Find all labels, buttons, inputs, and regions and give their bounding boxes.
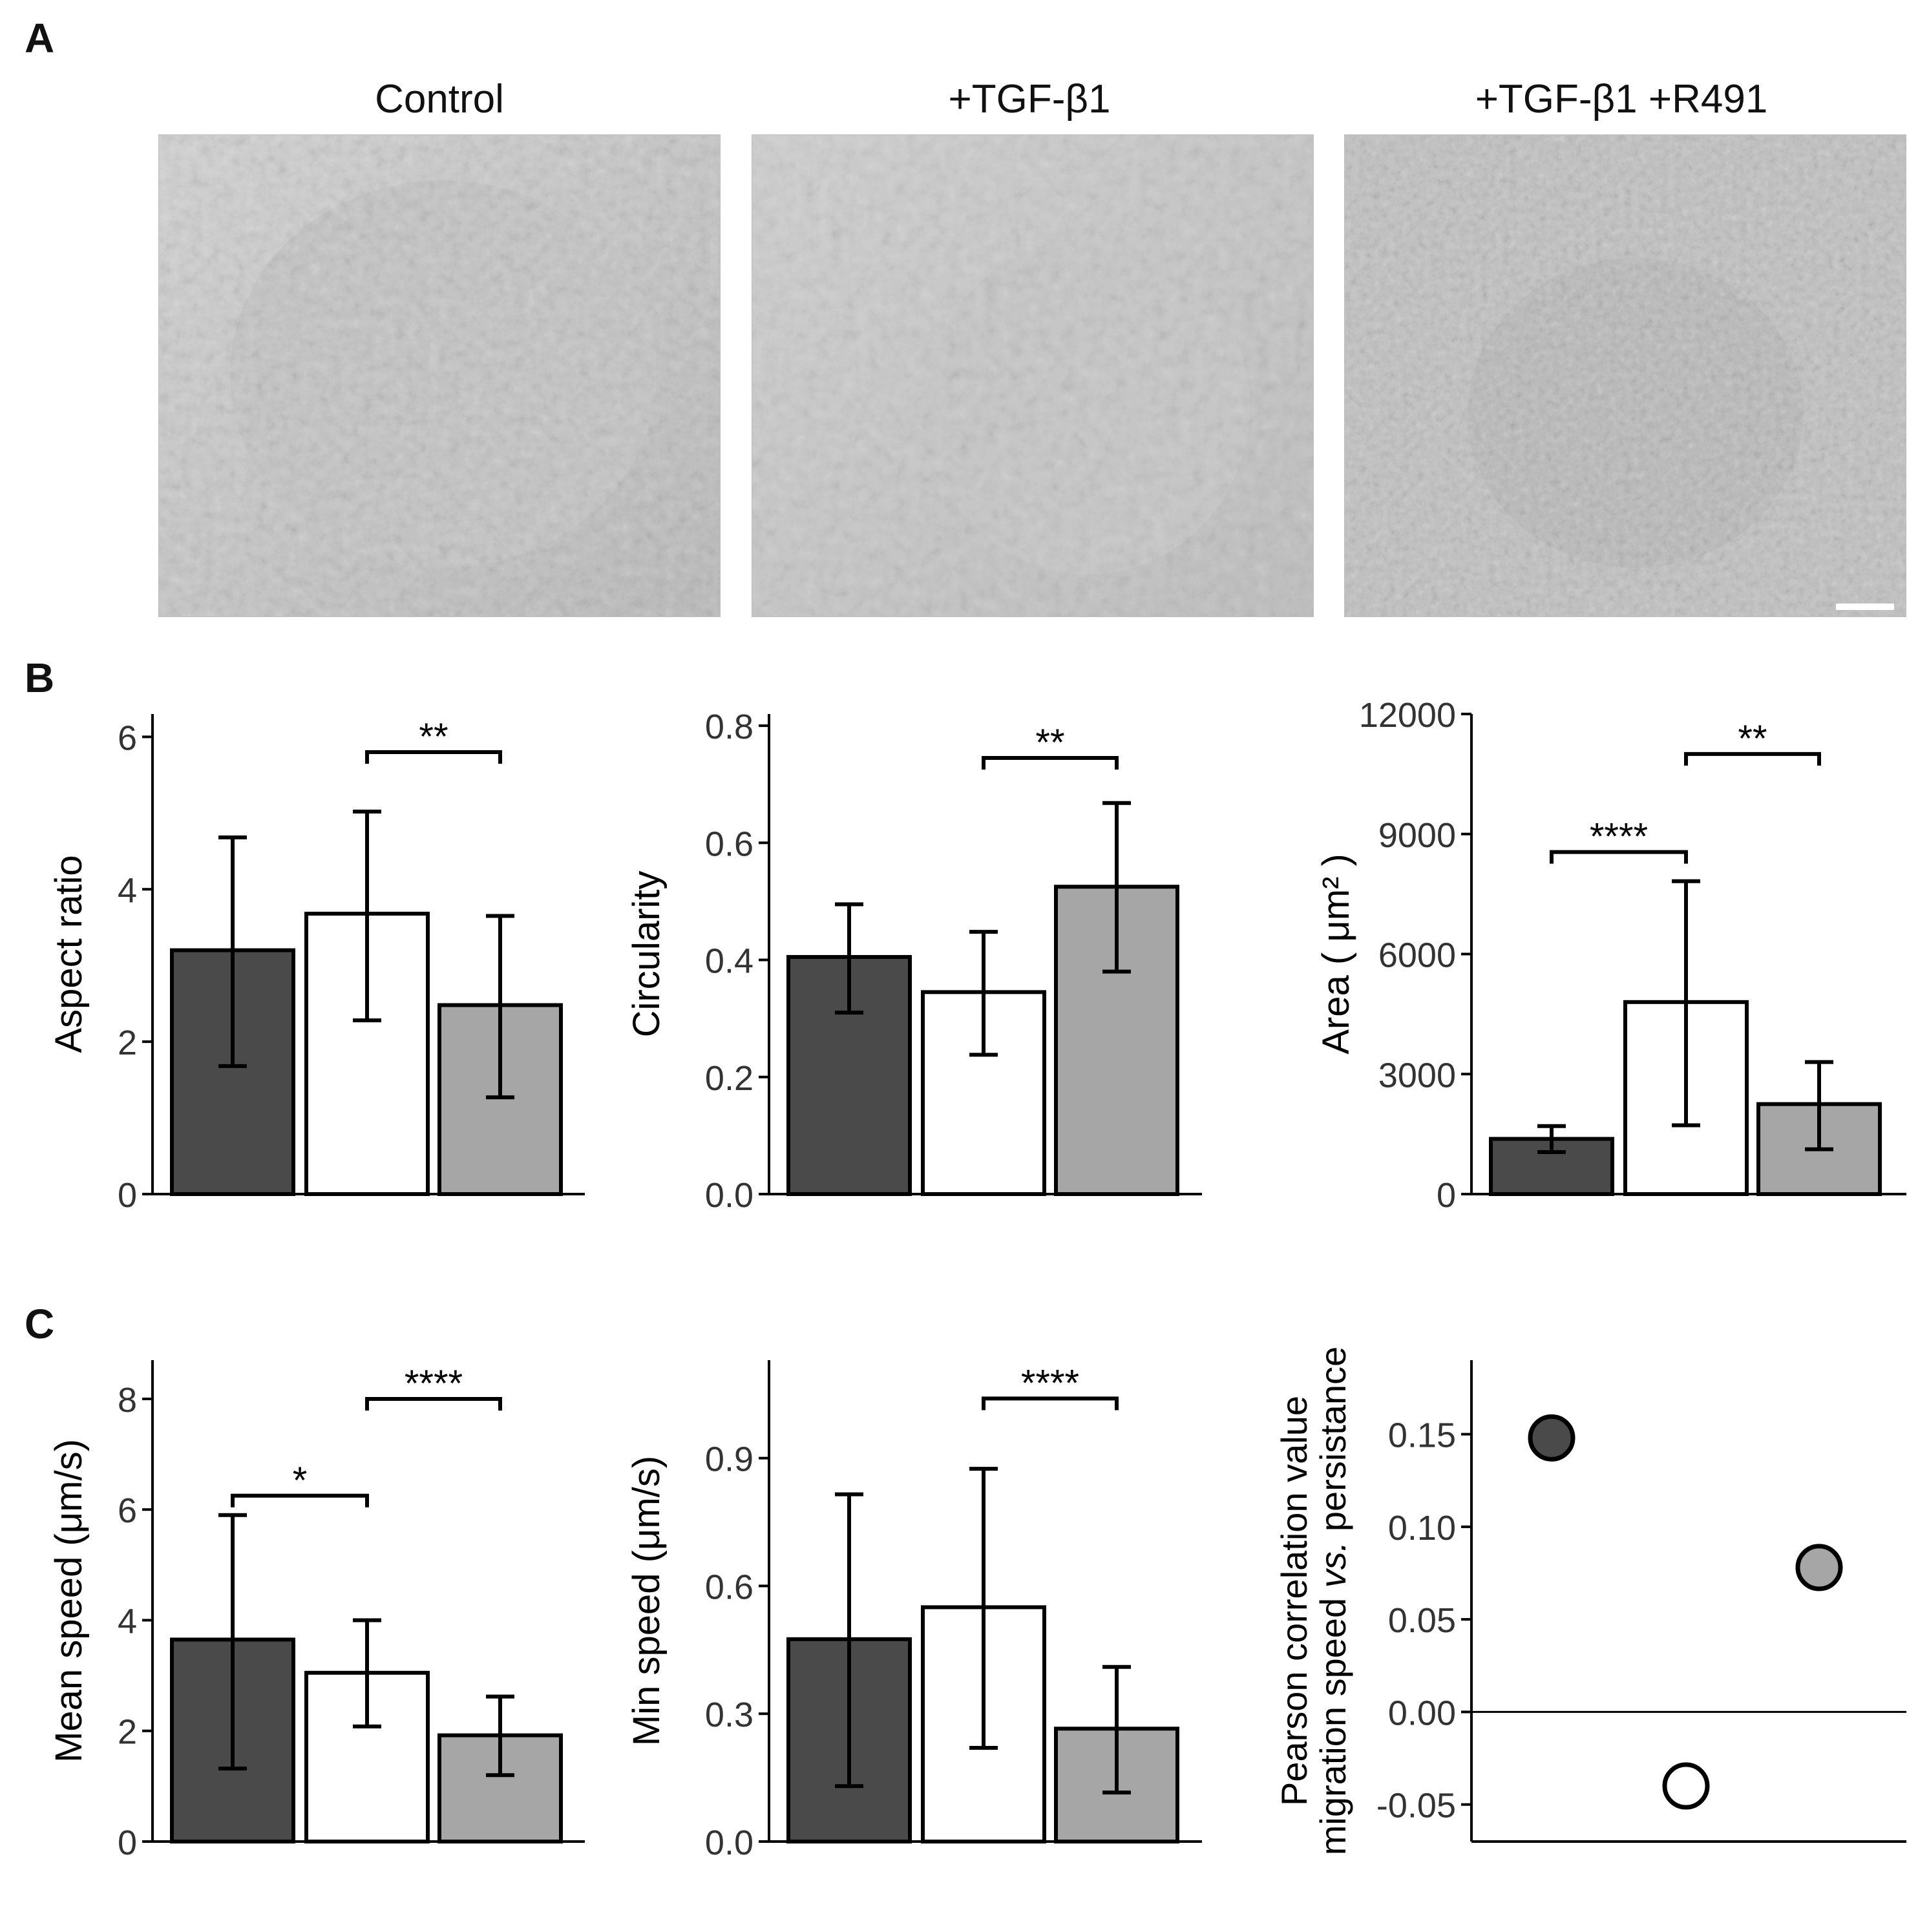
significance-bracket <box>365 1396 502 1411</box>
significance-bracket <box>1550 850 1688 864</box>
y-tick-label: 8 <box>118 1381 137 1420</box>
y-tick-label: 0.00 <box>1388 1694 1456 1732</box>
y-axis-label-line2: migration speed vs. persistance <box>1312 1347 1353 1856</box>
y-tick-label: 0.8 <box>705 708 754 746</box>
significance-bracket <box>1684 751 1821 766</box>
significance-bracket <box>982 755 1119 770</box>
y-tick-label: 6 <box>118 719 137 757</box>
significance-bracket <box>231 1493 369 1507</box>
y-axis-label: Min speed (μm/s) <box>626 1456 668 1746</box>
y-tick-label: 4 <box>118 1602 137 1641</box>
panel-label-a: A <box>25 15 55 61</box>
significance-label: ** <box>1035 722 1064 764</box>
y-tick-label: 6 <box>118 1491 137 1530</box>
chart-2: 0.0 0.2 0.4 0.6 0.8 Circularity ** <box>626 708 1202 1215</box>
point-1 <box>1528 1414 1576 1462</box>
point-3 <box>1795 1544 1843 1591</box>
image-title-tgf-r491: +TGF-β1 +R491 <box>1475 77 1768 121</box>
y-tick-label: 2 <box>118 1713 137 1752</box>
y-tick-label: 4 <box>118 871 137 910</box>
significance-bracket <box>982 1396 1119 1411</box>
image-title-tgf: +TGF-β1 <box>948 77 1111 121</box>
y-tick-label: 0.9 <box>705 1440 754 1479</box>
y-axis-label: Aspect ratio <box>48 855 90 1053</box>
y-tick-label: -0.05 <box>1376 1787 1456 1825</box>
significance-label: ** <box>1738 718 1767 760</box>
y-axis-label-line1: Pearson correlation value <box>1274 1396 1314 1806</box>
y-tick-label: 0.15 <box>1388 1416 1456 1455</box>
micrograph-tgf-r491 <box>1344 134 1906 617</box>
significance-label: * <box>293 1460 308 1502</box>
y-axis-label: Circularity <box>626 871 668 1038</box>
y-tick-label: 12000 <box>1359 696 1456 735</box>
y-tick-label: 0.2 <box>705 1059 754 1098</box>
y-tick-label: 0.10 <box>1388 1509 1456 1548</box>
significance-bracket <box>365 750 502 764</box>
y-axis-label: Area ( μm² ) <box>1315 854 1357 1055</box>
y-tick-label: 0.4 <box>705 942 754 981</box>
image-title-control: Control <box>375 77 504 121</box>
significance-label: **** <box>405 1363 463 1405</box>
y-tick-label: 0.0 <box>705 1823 754 1862</box>
point-2 <box>1662 1762 1710 1810</box>
micrograph-control <box>158 134 721 617</box>
significance-label: **** <box>1590 816 1648 858</box>
micrograph-tgf <box>752 134 1314 617</box>
panel-label-c: C <box>25 1301 55 1347</box>
y-axis-label: Mean speed (μm/s) <box>48 1439 90 1763</box>
y-tick-label: 9000 <box>1378 816 1456 855</box>
y-tick-label: 3000 <box>1378 1056 1456 1095</box>
chart-6: -0.05 0.00 0.05 0.10 0.15 Pearson correlation… <box>1274 1347 1906 1856</box>
panel-label-b: B <box>25 655 55 701</box>
y-tick-label: 0.3 <box>705 1696 754 1734</box>
y-tick-label: 6000 <box>1378 936 1456 975</box>
significance-label: **** <box>1021 1362 1079 1404</box>
y-tick-label: 0 <box>118 1823 137 1862</box>
y-tick-label: 0 <box>1437 1176 1456 1215</box>
chart-1: 0 2 4 6 Aspect ratio ** <box>48 714 585 1215</box>
scale-bar <box>1836 604 1894 610</box>
chart-5: 0.0 0.3 0.6 0.9 Min speed (μm/s) **** <box>626 1360 1202 1862</box>
y-tick-label: 0.0 <box>705 1176 754 1215</box>
y-tick-label: 0.05 <box>1388 1601 1456 1640</box>
y-tick-label: 0.6 <box>705 1568 754 1606</box>
y-tick-label: 0 <box>118 1176 137 1215</box>
y-tick-label: 2 <box>118 1024 137 1062</box>
significance-label: ** <box>419 716 448 758</box>
y-tick-label: 0.6 <box>705 824 754 863</box>
